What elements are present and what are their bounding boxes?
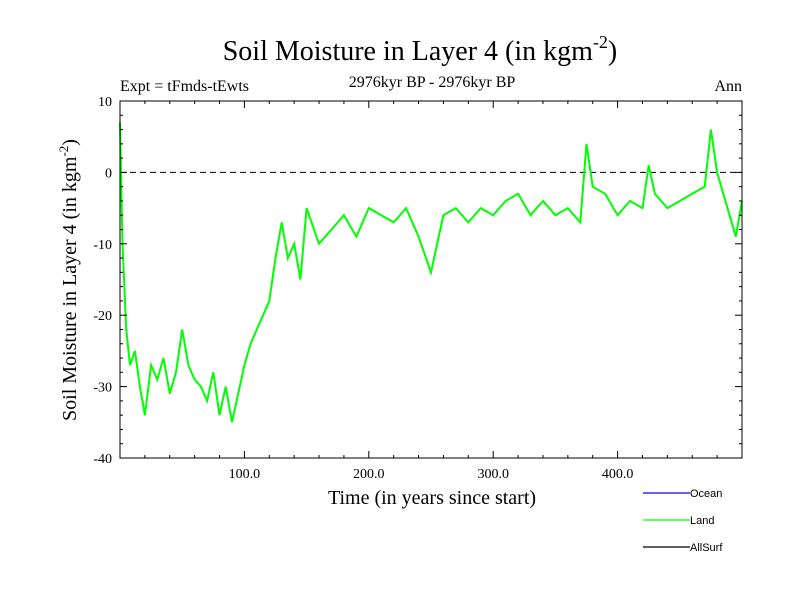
- chart-title: Soil Moisture in Layer 4 (in kgm-2): [223, 32, 618, 67]
- legend: Ocean Land AllSurf: [643, 488, 723, 554]
- y-axis-label-close: ): [59, 139, 81, 146]
- series-line-land: [119, 122, 743, 423]
- plot-frame: [119, 100, 743, 459]
- y-tick-label: -10: [93, 238, 112, 253]
- experiment-label: Expt = tFmds-tEwts: [120, 78, 249, 95]
- x-tick-label: 300.0: [477, 467, 509, 482]
- plot-area: -40 -30 -20 -10 0 10 100.0 200.0 300.0 400.0: [93, 95, 743, 482]
- legend-land-label: Land: [690, 515, 714, 527]
- chart-title-close: ): [608, 36, 617, 67]
- y-tick-label: 10: [98, 95, 112, 110]
- period-label: 2976kyr BP - 2976kyr BP: [349, 74, 516, 91]
- x-tick-label: 200.0: [353, 467, 385, 482]
- season-label: Ann: [714, 78, 742, 95]
- x-tick-label: 100.0: [229, 467, 261, 482]
- chart-title-sup: -2: [593, 32, 608, 52]
- y-tick-label: -20: [93, 309, 112, 324]
- legend-allsurf-label: AllSurf: [690, 542, 723, 554]
- y-axis-label-sup: -2: [56, 146, 71, 157]
- x-tick-label: 400.0: [602, 467, 634, 482]
- chart-title-text: Soil Moisture in Layer 4 (in kgm: [223, 36, 593, 67]
- y-axis-label-text: Soil Moisture in Layer 4 (in kgm: [59, 156, 81, 421]
- legend-ocean-label: Ocean: [690, 488, 722, 500]
- y-tick-label: -30: [93, 381, 112, 396]
- y-tick-label: -40: [93, 452, 112, 467]
- y-tick-label: 0: [105, 166, 112, 181]
- x-axis-label: Time (in years since start): [328, 487, 536, 509]
- y-axis-label: Soil Moisture in Layer 4 (in kgm-2): [56, 139, 81, 421]
